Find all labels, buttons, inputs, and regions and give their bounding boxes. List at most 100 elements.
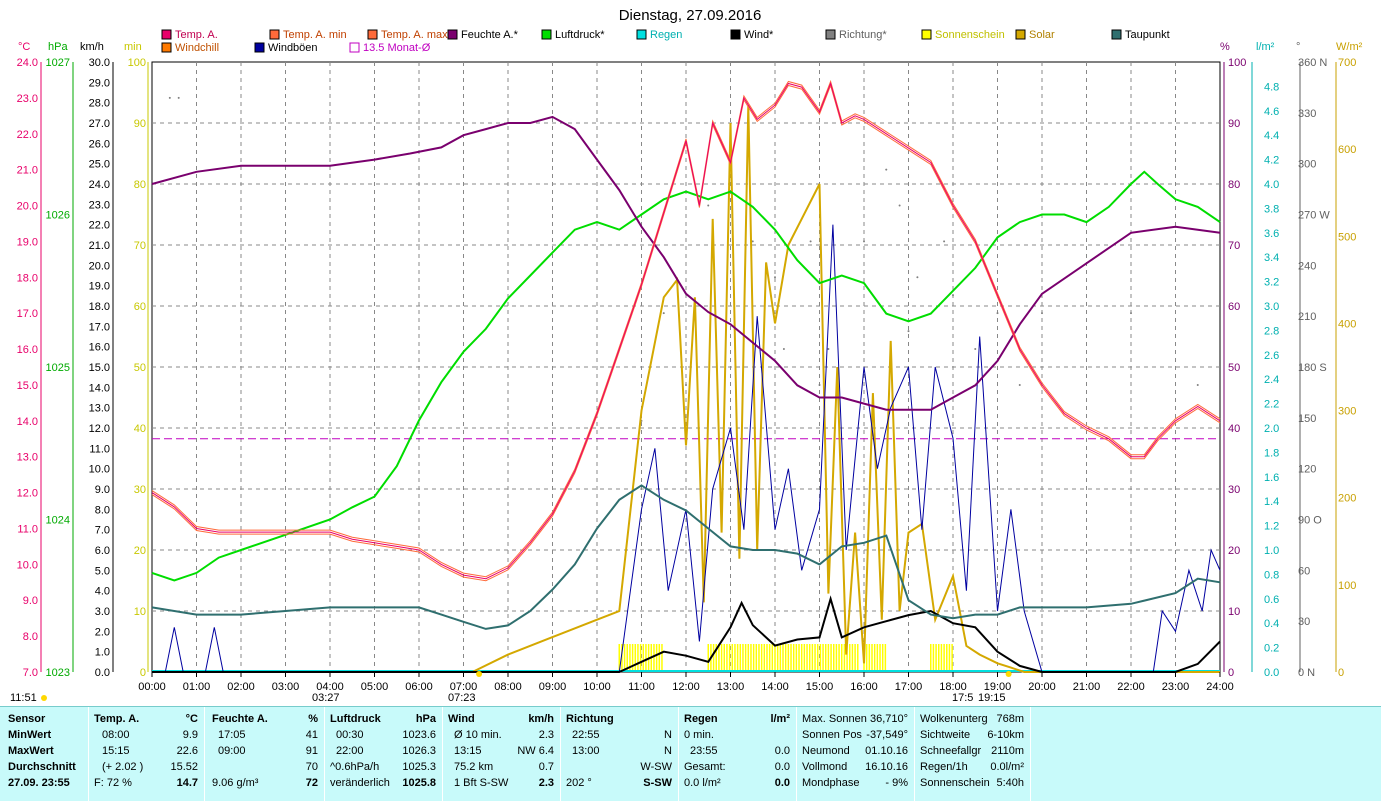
x-tick-label: 12:00 xyxy=(672,681,700,693)
full-moon-value: 16.10.16 xyxy=(865,761,908,773)
legend-swatch xyxy=(1111,29,1122,40)
moon-phase-label: Mondphase xyxy=(802,777,860,789)
x-tick-label: 04:00 xyxy=(316,681,344,693)
solar-tick: 200 xyxy=(1338,493,1356,505)
wind-run: 75.2 km xyxy=(454,761,494,773)
humidity-abs: 9.06 g/m³ xyxy=(212,777,259,789)
direction-current-value: S-SW xyxy=(643,777,672,789)
humidity-max-time: 09:00 xyxy=(218,745,246,757)
min-tick: 100 xyxy=(128,57,146,69)
humidity-tick: 90 xyxy=(1228,118,1240,130)
rain-tick: 2.6 xyxy=(1264,350,1279,362)
direction-dot xyxy=(707,204,710,207)
direction-dot xyxy=(1130,312,1132,315)
rain-tick: 2.0 xyxy=(1264,423,1279,435)
legend-swatch xyxy=(921,29,932,40)
solar-tick: 0 xyxy=(1338,667,1344,679)
wind-line xyxy=(152,595,1221,673)
sun-col: Max. Sonnen 36,710° Sonnen Pos -37,549° Ne… xyxy=(802,711,908,791)
x-tick-label: 20:00 xyxy=(1028,681,1056,693)
x-tick-label: 02:00 xyxy=(227,681,255,693)
wind-tick: 8.0 xyxy=(95,504,110,516)
wind-tick: 20.0 xyxy=(89,260,110,272)
humidity-tick: 70 xyxy=(1228,240,1240,252)
wind-tick: 27.0 xyxy=(89,118,110,130)
rain-time: 23:55 xyxy=(690,745,718,757)
pressure-unit: hPa xyxy=(415,713,436,725)
direction-dot xyxy=(916,276,919,279)
legend-label: Temp. A. min xyxy=(283,29,347,41)
pressure-col: Luftdruck hPa 00:30 1023.6 22:00 1026.3 ^0.… xyxy=(330,711,436,791)
sensor-col: Sensor MinWert MaxWert Durchschnitt 27.0… xyxy=(8,711,88,791)
temp-tick: 16.0 xyxy=(17,344,38,356)
sunset-marker xyxy=(1005,671,1012,677)
sunshine-label: Sonnenschein xyxy=(920,777,990,789)
x-tick-label: 09:00 xyxy=(539,681,567,693)
pressure-max-value: 1026.3 xyxy=(402,745,436,757)
x-tick-label: 10:00 xyxy=(583,681,611,693)
temp-tick: 23.0 xyxy=(17,93,38,105)
direction-dot xyxy=(974,348,977,351)
plot-area xyxy=(151,79,1221,673)
wind-beaufort: 1 Bft S-SW xyxy=(454,777,509,789)
legend-label: Feuchte A.* xyxy=(461,29,519,41)
wind-tick: 0.0 xyxy=(95,667,110,679)
x-tick-label: 22:00 xyxy=(1117,681,1145,693)
pressure-tick: 1023 xyxy=(46,667,70,679)
unit-wind: km/h xyxy=(80,41,104,53)
direction-dot xyxy=(177,96,180,99)
new-moon-value: 01.10.16 xyxy=(865,745,908,757)
x-tick-label: 11:00 xyxy=(628,681,655,693)
sensor-row: MinWert xyxy=(8,729,52,741)
time-left: 11:51 xyxy=(10,692,37,704)
min-tick: 50 xyxy=(134,362,146,374)
visibility-label: Sichtweite xyxy=(920,729,971,741)
direction-dot xyxy=(168,96,171,99)
humidity-min-time: 17:05 xyxy=(218,729,246,741)
sensor-row: MaxWert xyxy=(8,745,54,757)
wind-tick: 11.0 xyxy=(89,443,110,455)
legend-label: Luftdruck* xyxy=(555,29,605,41)
temp-min-time: 08:00 xyxy=(102,729,130,741)
rain-tick: 3.6 xyxy=(1264,228,1279,240)
rain-hour-label: Regen/1h xyxy=(920,761,968,773)
pressure-header: Luftdruck xyxy=(330,713,381,725)
wind-col: Wind km/h Ø 10 min. 2.3 13:15 NW 6.4 75.2 k… xyxy=(448,711,554,791)
direction-dot xyxy=(774,276,776,279)
time-sunrise: 07:23 xyxy=(448,692,476,704)
x-tick-label: 08:00 xyxy=(494,681,522,693)
min-tick: 70 xyxy=(134,240,146,252)
rain-tick: 2.2 xyxy=(1264,399,1279,411)
unit-temp: °C xyxy=(18,41,30,53)
direction-col: Richtung 22:55 N 13:00 N W-SW 202 ° S-SW xyxy=(566,711,672,791)
legend-swatch xyxy=(367,29,378,40)
temp-tick: 10.0 xyxy=(17,559,38,571)
wind-tick: 1.0 xyxy=(95,647,110,659)
temp-tick: 22.0 xyxy=(17,129,38,141)
temp-tick: 9.0 xyxy=(23,595,38,607)
unit-direction: ° xyxy=(1296,41,1300,53)
direction-tick: 210 xyxy=(1298,311,1316,323)
humidity-tick: 60 xyxy=(1228,301,1240,313)
humidity-tick: 20 xyxy=(1228,545,1240,557)
direction-tick: 360 N xyxy=(1298,57,1327,69)
rain-tick: 0.6 xyxy=(1264,594,1279,606)
rain-tick: 4.8 xyxy=(1264,81,1279,93)
direction-max-value: N xyxy=(664,745,672,757)
pressure-min-value: 1023.6 xyxy=(402,729,436,741)
pressure-tick: 1024 xyxy=(46,515,70,527)
temp-max-time: 15:15 xyxy=(102,745,130,757)
rain-tick: 1.2 xyxy=(1264,521,1279,533)
humidity-max-value: 91 xyxy=(305,745,318,757)
temp-tick: 8.0 xyxy=(23,631,38,643)
rain-tick: 0.4 xyxy=(1264,618,1279,630)
x-tick-label: 14:00 xyxy=(761,681,789,693)
x-tick-label: 16:00 xyxy=(850,681,878,693)
pressure-max-time: 22:00 xyxy=(336,745,364,757)
sun-marker-left xyxy=(41,695,47,701)
direction-dot xyxy=(809,240,812,243)
humidity-tick: 10 xyxy=(1228,606,1240,618)
min-tick: 60 xyxy=(134,301,146,313)
legend-swatch xyxy=(1015,29,1026,40)
rain-total-label: Gesamt: xyxy=(684,761,726,773)
